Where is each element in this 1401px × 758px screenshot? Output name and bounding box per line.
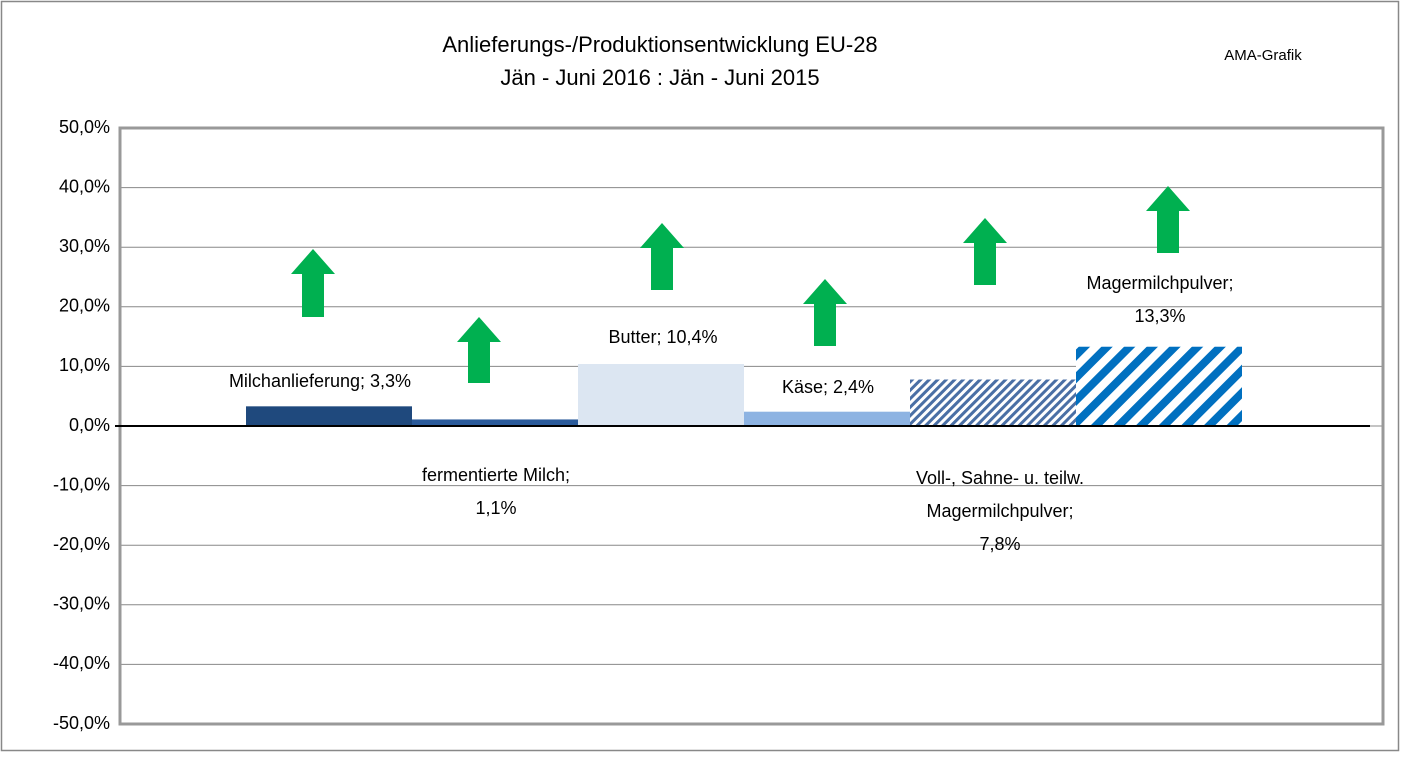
bar bbox=[744, 411, 910, 426]
y-tick-label: 30,0% bbox=[59, 236, 110, 256]
data-label-line: Magermilchpulver; bbox=[1086, 273, 1233, 293]
trend-arrow bbox=[1146, 186, 1190, 253]
y-tick-label: 20,0% bbox=[59, 296, 110, 316]
data-label-line: Käse; 2,4% bbox=[782, 377, 874, 397]
data-label: Milchanlieferung; 3,3% bbox=[229, 371, 411, 391]
data-label: Voll-, Sahne- u. teilw. Magermilchpulver;… bbox=[916, 468, 1084, 554]
trend-arrow bbox=[803, 279, 847, 346]
bar bbox=[910, 379, 1076, 426]
trend-arrow bbox=[291, 249, 335, 317]
data-label-line: Voll-, Sahne- u. teilw. bbox=[916, 468, 1084, 488]
data-label: Butter; 10,4% bbox=[608, 327, 717, 347]
y-tick-label: -40,0% bbox=[53, 653, 110, 673]
data-label-line: Butter; 10,4% bbox=[608, 327, 717, 347]
chart-subtitle: Jän - Juni 2016 : Jän - Juni 2015 bbox=[500, 65, 819, 90]
y-tick-label: 10,0% bbox=[59, 355, 110, 375]
y-tick-label: 50,0% bbox=[59, 117, 110, 137]
bar bbox=[412, 419, 578, 426]
y-tick-label: -10,0% bbox=[53, 474, 110, 494]
y-tick-label: -30,0% bbox=[53, 594, 110, 614]
trend-arrow bbox=[640, 223, 684, 290]
data-label-line: fermentierte Milch; bbox=[422, 465, 570, 485]
data-label-line: 7,8% bbox=[979, 534, 1020, 554]
y-tick-label: -20,0% bbox=[53, 534, 110, 554]
data-label-line: 13,3% bbox=[1134, 306, 1185, 326]
data-label: Käse; 2,4% bbox=[782, 377, 874, 397]
data-label-line: Magermilchpulver; bbox=[926, 501, 1073, 521]
bar bbox=[578, 364, 744, 426]
bar bbox=[246, 406, 412, 426]
trend-arrow bbox=[457, 317, 501, 383]
data-label: Magermilchpulver; 13,3% bbox=[1086, 273, 1233, 326]
data-label-line: Milchanlieferung; 3,3% bbox=[229, 371, 411, 391]
annotation: AMA-Grafik bbox=[1224, 47, 1302, 64]
y-tick-label: 0,0% bbox=[69, 415, 110, 435]
y-tick-label: -50,0% bbox=[53, 713, 110, 733]
data-label: fermentierte Milch; 1,1% bbox=[422, 465, 570, 518]
chart-title: Anlieferungs-/Produktionsentwicklung EU-… bbox=[442, 32, 877, 57]
trend-arrow bbox=[963, 218, 1007, 285]
data-label-line: 1,1% bbox=[475, 498, 516, 518]
y-tick-label: 40,0% bbox=[59, 176, 110, 196]
bar bbox=[1076, 346, 1242, 426]
